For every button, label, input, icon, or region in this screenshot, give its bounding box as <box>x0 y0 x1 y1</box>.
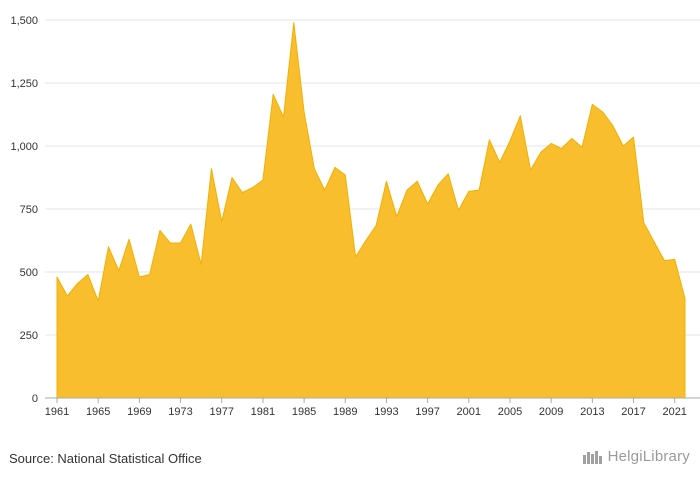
y-tick-label: 0 <box>32 393 38 405</box>
source-note: Source: National Statistical Office <box>9 451 202 466</box>
y-tick-label: 1,500 <box>10 15 38 27</box>
x-tick-label: 1985 <box>292 406 316 418</box>
data-area <box>56 22 686 399</box>
x-tick-label: 1973 <box>168 406 192 418</box>
x-tick-label: 1997 <box>415 406 439 418</box>
x-tick-label: 2013 <box>580 406 604 418</box>
library-icon <box>582 450 602 464</box>
x-tick-label: 2005 <box>498 406 522 418</box>
x-axis: 1961 1965 1969 1973 1977 1981 1985 1989 1993 1997… <box>45 398 687 418</box>
y-tick-label: 500 <box>20 267 38 279</box>
x-tick-label: 1977 <box>209 406 233 418</box>
x-tick-label: 1965 <box>86 406 110 418</box>
y-axis: 0 250 500 750 1,000 1,250 1,500 <box>10 15 38 405</box>
x-tick-label: 1969 <box>127 406 151 418</box>
x-tick-label: 1981 <box>251 406 275 418</box>
y-tick-label: 1,000 <box>10 141 38 153</box>
helgi-library-logo: HelgiLibrary <box>582 448 690 465</box>
x-tick-label: 2001 <box>457 406 481 418</box>
x-tick-label: 1961 <box>45 406 69 418</box>
y-tick-label: 250 <box>20 330 38 342</box>
x-tick-label: 1989 <box>333 406 357 418</box>
logo-text: HelgiLibrary <box>607 448 690 465</box>
y-tick-label: 750 <box>20 204 38 216</box>
x-tick-label: 1993 <box>374 406 398 418</box>
x-tick-label: 2009 <box>539 406 563 418</box>
y-tick-label: 1,250 <box>10 78 38 90</box>
x-tick-label: 2017 <box>621 406 645 418</box>
x-tick-label: 2021 <box>662 406 686 418</box>
